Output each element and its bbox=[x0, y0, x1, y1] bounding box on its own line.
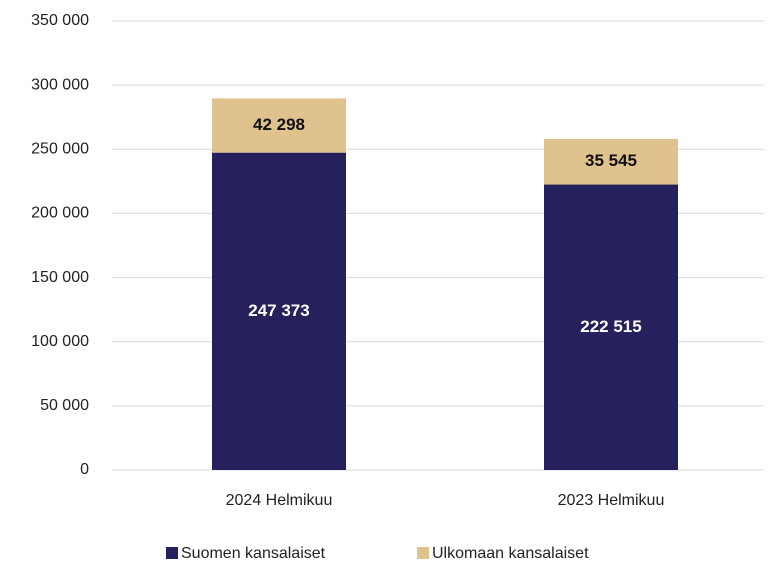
data-label: 35 545 bbox=[585, 151, 637, 170]
legend-label: Suomen kansalaiset bbox=[181, 545, 326, 562]
data-label: 222 515 bbox=[580, 317, 641, 336]
y-tick-label: 0 bbox=[80, 461, 89, 478]
y-tick-label: 300 000 bbox=[31, 76, 89, 93]
data-label: 42 298 bbox=[253, 115, 305, 134]
x-tick-label: 2024 Helmikuu bbox=[226, 492, 333, 509]
y-tick-label: 200 000 bbox=[31, 205, 89, 222]
y-tick-label: 250 000 bbox=[31, 141, 89, 158]
y-tick-label: 50 000 bbox=[40, 397, 89, 414]
y-tick-label: 100 000 bbox=[31, 333, 89, 350]
legend-label: Ulkomaan kansalaiset bbox=[432, 545, 589, 562]
x-tick-label: 2023 Helmikuu bbox=[558, 492, 665, 509]
legend-swatch bbox=[417, 547, 429, 559]
data-label: 247 373 bbox=[248, 301, 309, 320]
y-tick-label: 150 000 bbox=[31, 269, 89, 286]
bar-segment bbox=[212, 152, 346, 471]
y-tick-label: 350 000 bbox=[31, 12, 89, 29]
bar-segment bbox=[544, 184, 678, 470]
bar-segment bbox=[212, 98, 346, 153]
legend-swatch bbox=[166, 547, 178, 559]
bar-segment bbox=[544, 138, 678, 185]
